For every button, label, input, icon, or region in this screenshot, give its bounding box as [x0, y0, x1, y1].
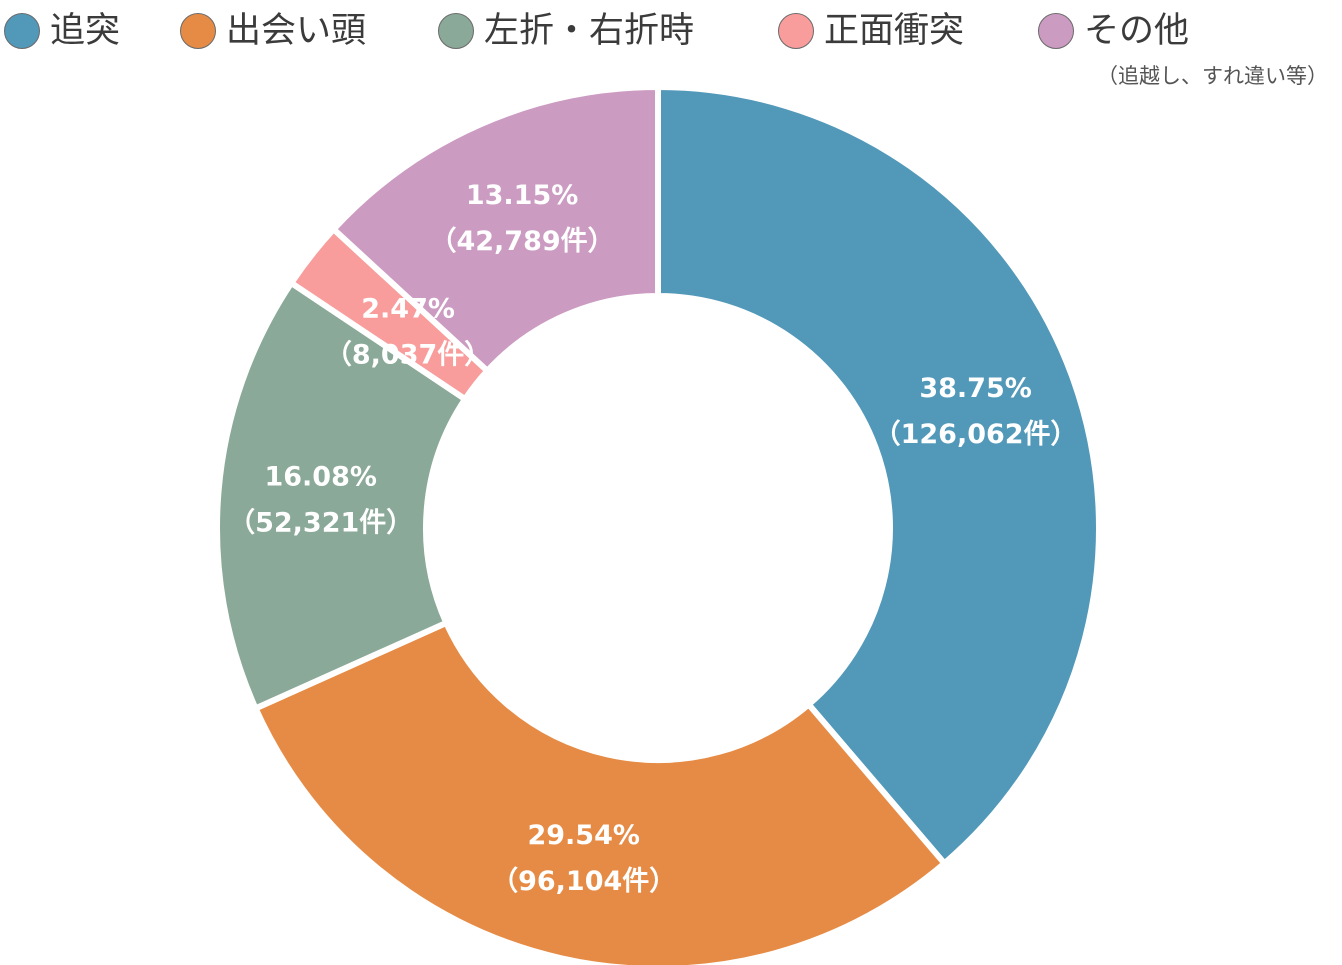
legend-note-other: （追越し、すれ違い等）: [1097, 64, 1328, 88]
donut-slices: [214, 83, 1102, 965]
legend-swatch-crossing: [180, 13, 216, 49]
slice-count-label-crossing: （96,104件）: [491, 866, 676, 897]
legend-swatch-other: [1038, 13, 1074, 49]
legend-label-other: その他: [1084, 11, 1190, 51]
slice-rear-end: [655, 83, 1102, 868]
legend-label-crossing: 出会い頭: [226, 11, 367, 51]
slice-other: [329, 83, 661, 376]
slice-count-label-turning: （52,321件）: [228, 508, 413, 539]
legend-item-rear-end: 追突: [4, 8, 120, 54]
slice-percent-label-crossing: 29.54%: [527, 820, 639, 851]
slice-percent-label-other: 13.15%: [466, 180, 578, 211]
slice-count-label-other: （42,789件）: [429, 226, 614, 257]
legend-item-head-on: 正面衝突: [778, 8, 964, 54]
donut-labels: 38.75% （126,062件） 29.54% （96,104件） 16.08% （52…: [228, 180, 1077, 897]
legend-item-other: その他: [1038, 8, 1189, 54]
legend-swatch-rear-end: [4, 13, 40, 49]
legend-swatch-turning: [438, 13, 474, 49]
slice-percent-label-turning: 16.08%: [264, 462, 376, 493]
legend-swatch-head-on: [778, 13, 814, 49]
slice-count-label-rear-end: （126,062件）: [874, 419, 1078, 450]
legend-item-turning: 左折・右折時: [438, 8, 694, 54]
legend-label-turning: 左折・右折時: [484, 11, 695, 51]
slice-count-label-head-on: （8,037件）: [325, 339, 491, 370]
slice-percent-label-head-on: 2.47%: [361, 293, 455, 324]
legend-label-head-on: 正面衝突: [824, 11, 965, 51]
legend-label-rear-end: 追突: [50, 11, 121, 51]
slice-crossing: [251, 618, 949, 965]
slice-percent-label-rear-end: 38.75%: [919, 373, 1031, 404]
slice-turning: [214, 278, 470, 713]
legend-item-crossing: 出会い頭: [180, 8, 366, 54]
chart-legend: 追突 出会い頭 左折・右折時 正面衝突 その他 （追越し、すれ違い等）: [0, 0, 1342, 100]
